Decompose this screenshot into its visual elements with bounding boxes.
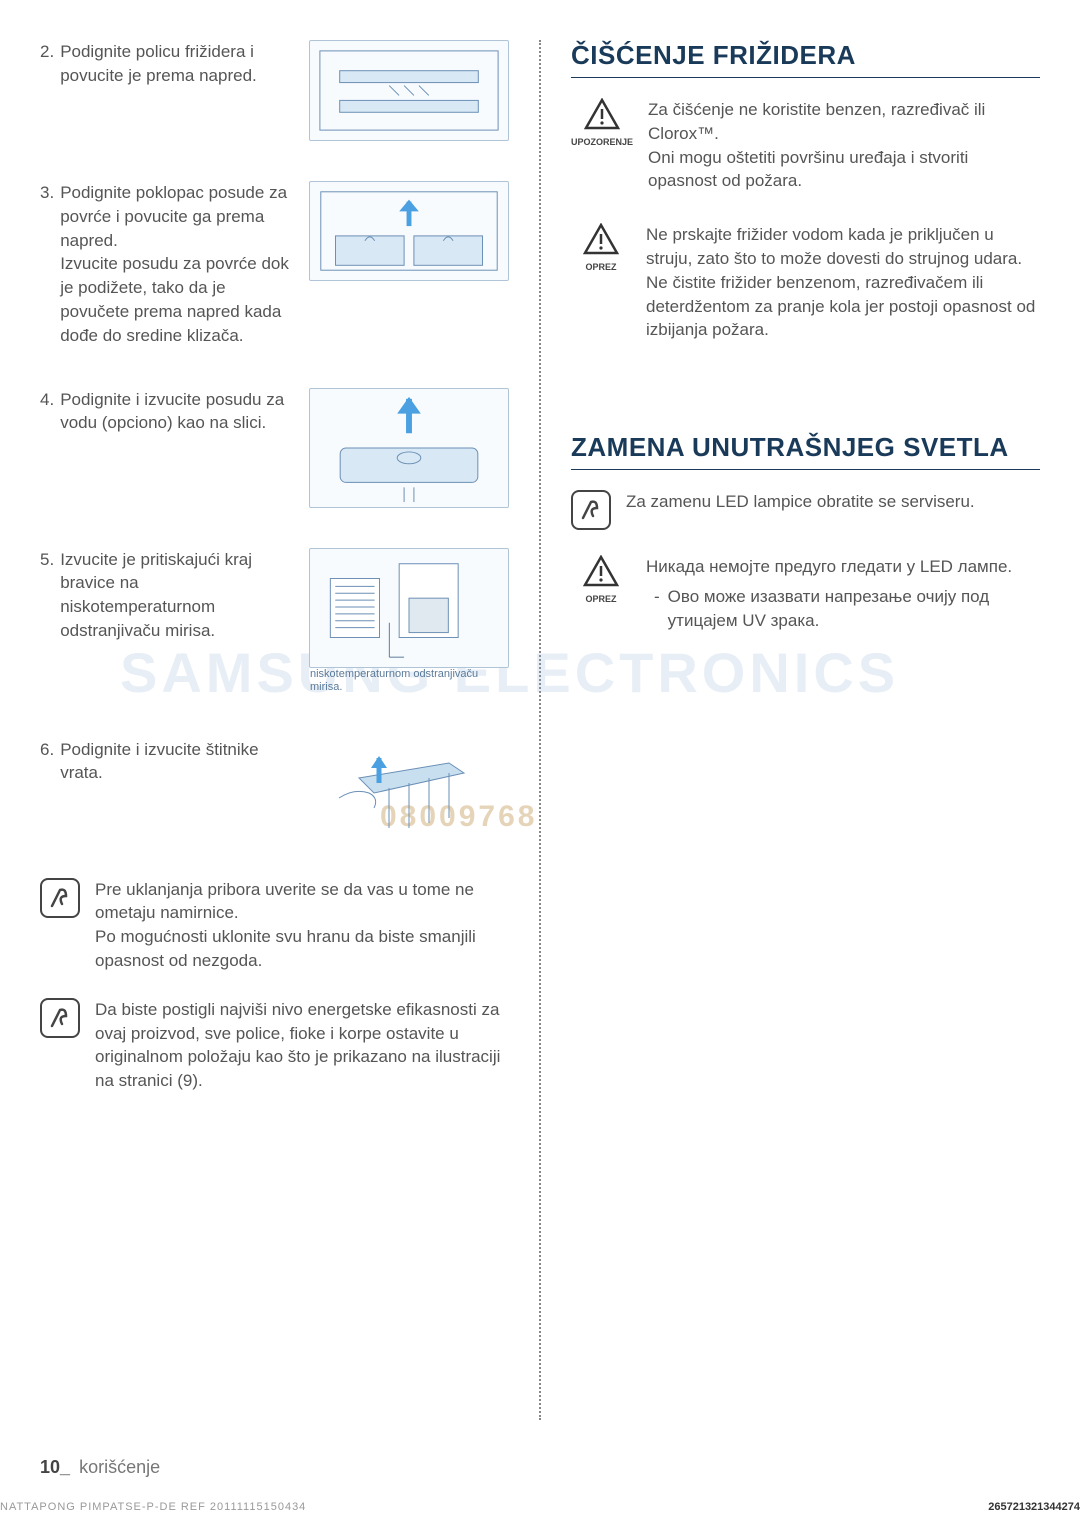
illustration-caption: niskotemperaturnom odstranjivaču mirisa. bbox=[310, 668, 508, 694]
warning-icon: UPOZORENJE bbox=[571, 98, 633, 193]
meta-right: 265721321344274 bbox=[988, 1501, 1080, 1513]
step-number: 3. bbox=[40, 181, 54, 348]
step-6: 6. Podignite i izvucite štitnike vrata. bbox=[40, 738, 509, 838]
step-number: 2. bbox=[40, 40, 54, 141]
caution-sub-text: Ово може изазвати напрезање очију под ут… bbox=[668, 585, 1040, 633]
note-icon bbox=[40, 878, 80, 918]
step-4: 4. Podignite i izvucite posudu za vodu (… bbox=[40, 388, 509, 508]
caution-label: OPREZ bbox=[571, 594, 631, 604]
column-divider bbox=[539, 40, 541, 1420]
step-5: 5. Izvucite je pritiskajući kraj bravice… bbox=[40, 548, 509, 668]
caution-led: OPREZ Никада немојте предуго гледати у L… bbox=[571, 555, 1040, 632]
caution-icon: OPREZ bbox=[571, 555, 631, 632]
page-footer: 10_ korišćenje bbox=[40, 1457, 160, 1478]
illustration-drawer bbox=[309, 181, 509, 281]
illustration-deodorizer: niskotemperaturnom odstranjivaču mirisa. bbox=[309, 548, 509, 668]
step-text: 3. Podignite poklopac posude za povrće i… bbox=[40, 181, 294, 348]
step-body: Podignite i izvucite posudu za vodu (opc… bbox=[60, 388, 294, 508]
illustration-water-tray bbox=[309, 388, 509, 508]
right-column: ČIŠĆENJE FRIŽIDERA UPOZORENJE Za čišćenj… bbox=[571, 40, 1040, 1420]
step-3: 3. Podignite poklopac posude za povrće i… bbox=[40, 181, 509, 348]
page-number: 10_ bbox=[40, 1457, 70, 1477]
step-number: 5. bbox=[40, 548, 54, 668]
two-column-layout: 2. Podignite policu frižidera i povucite… bbox=[40, 40, 1040, 1420]
section-name: korišćenje bbox=[79, 1457, 160, 1477]
note-icon bbox=[571, 490, 611, 530]
left-column: 2. Podignite policu frižidera i povucite… bbox=[40, 40, 509, 1420]
step-text: 6. Podignite i izvucite štitnike vrata. bbox=[40, 738, 294, 838]
note-text: Za zamenu LED lampice obratite se servis… bbox=[626, 490, 1040, 530]
note-text: Da biste postigli najviši nivo energetsk… bbox=[95, 998, 509, 1093]
note-1: Pre uklanjanja pribora uverite se da vas… bbox=[40, 878, 509, 973]
note-led: Za zamenu LED lampice obratite se servis… bbox=[571, 490, 1040, 530]
caution-block: OPREZ Ne prskajte frižider vodom kada je… bbox=[571, 223, 1040, 342]
warning-label: UPOZORENJE bbox=[571, 137, 633, 147]
caution-text: Никада немојте предуго гледати у LED лам… bbox=[646, 555, 1040, 632]
step-number: 4. bbox=[40, 388, 54, 508]
step-number: 6. bbox=[40, 738, 54, 838]
illustration-door-guard bbox=[309, 738, 509, 838]
caution-main: Никада немојте предуго гледати у LED лам… bbox=[646, 557, 1012, 576]
caution-text: Ne prskajte frižider vodom kada je prikl… bbox=[646, 223, 1040, 342]
step-body: Podignite poklopac posude za povrće i po… bbox=[60, 181, 294, 348]
step-2: 2. Podignite policu frižidera i povucite… bbox=[40, 40, 509, 141]
step-text: 2. Podignite policu frižidera i povucite… bbox=[40, 40, 294, 141]
illustration-shelf bbox=[309, 40, 509, 141]
note-icon bbox=[40, 998, 80, 1038]
warning-block: UPOZORENJE Za čišćenje ne koristite benz… bbox=[571, 98, 1040, 193]
step-body: Izvucite je pritiskajući kraj bravice na… bbox=[60, 548, 294, 668]
caution-label: OPREZ bbox=[571, 262, 631, 272]
note-text: Pre uklanjanja pribora uverite se da vas… bbox=[95, 878, 509, 973]
note-2: Da biste postigli najviši nivo energetsk… bbox=[40, 998, 509, 1093]
warning-text: Za čišćenje ne koristite benzen, razređi… bbox=[648, 98, 1040, 193]
step-body: Podignite policu frižidera i povucite je… bbox=[60, 40, 294, 141]
heading-light: ZAMENA UNUTRAŠNJEG SVETLA bbox=[571, 432, 1040, 470]
meta-left: NATTAPONG PIMPATSE-P-DE REF 201111151504… bbox=[0, 1501, 306, 1513]
caution-sub: - Ово може изазвати напрезање очију под … bbox=[646, 585, 1040, 633]
step-body: Podignite i izvucite štitnike vrata. bbox=[60, 738, 294, 838]
step-text: 5. Izvucite je pritiskajući kraj bravice… bbox=[40, 548, 294, 668]
heading-cleaning: ČIŠĆENJE FRIŽIDERA bbox=[571, 40, 1040, 78]
caution-icon: OPREZ bbox=[571, 223, 631, 342]
step-text: 4. Podignite i izvucite posudu za vodu (… bbox=[40, 388, 294, 508]
